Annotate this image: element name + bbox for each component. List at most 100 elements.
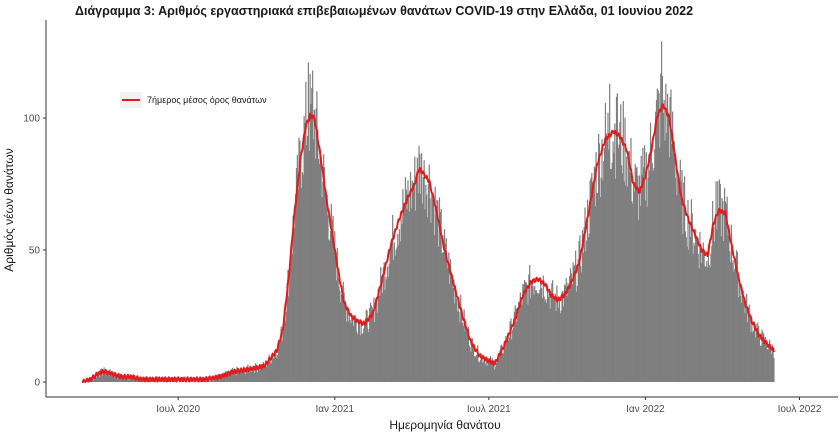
bar (246, 369, 248, 382)
bar (762, 331, 764, 382)
bar (543, 296, 545, 382)
bar (649, 170, 651, 382)
bar (102, 372, 104, 382)
bar (556, 285, 558, 382)
bar (252, 368, 254, 382)
bar (215, 378, 217, 382)
bar (733, 271, 735, 382)
bar (632, 183, 635, 382)
bar (118, 378, 121, 382)
bar (518, 303, 521, 382)
bar (735, 263, 737, 382)
bar (332, 216, 334, 382)
bar (604, 102, 607, 382)
bar (580, 265, 582, 382)
bar (715, 181, 717, 382)
bar (759, 345, 761, 382)
bar (728, 229, 730, 382)
bar (327, 215, 329, 382)
bar (766, 349, 768, 382)
bar (731, 263, 733, 382)
bar (456, 311, 458, 382)
bar (695, 229, 697, 382)
bar (719, 183, 721, 382)
bar (673, 141, 675, 382)
bar (617, 148, 619, 382)
bar (615, 96, 618, 382)
bar (549, 308, 551, 382)
bar (659, 147, 661, 382)
bar (675, 167, 677, 382)
bar (233, 368, 235, 382)
bar (723, 240, 725, 382)
bar (770, 354, 772, 382)
bar (492, 360, 494, 382)
bar (420, 193, 422, 382)
bar (505, 335, 507, 382)
bar (409, 172, 412, 382)
bar (364, 318, 367, 382)
bar (331, 219, 333, 382)
bar (363, 325, 366, 382)
bar (436, 200, 438, 382)
bar (278, 339, 280, 382)
bar (563, 284, 566, 382)
bar (461, 308, 463, 382)
bar (123, 374, 126, 382)
bar (346, 321, 348, 382)
bar (679, 159, 681, 382)
bar (603, 161, 605, 382)
bar (592, 191, 594, 382)
bar (581, 230, 584, 382)
bar (478, 362, 481, 382)
bar (689, 236, 692, 382)
bar (721, 198, 723, 382)
bar (619, 122, 621, 383)
bar (457, 299, 459, 382)
bar (303, 116, 305, 383)
x-tick-label: Ιαν 2021 (315, 404, 354, 415)
bar (426, 217, 429, 382)
bar (668, 157, 670, 382)
bar (703, 250, 705, 382)
bar (661, 75, 664, 382)
bar (642, 147, 644, 382)
bar (538, 293, 540, 382)
bar (254, 372, 256, 382)
bar (276, 358, 278, 382)
bar (370, 305, 372, 382)
bar (671, 143, 673, 382)
bar (639, 205, 641, 382)
bar (739, 281, 741, 382)
bar (506, 339, 509, 382)
bar (503, 342, 505, 382)
bar (263, 365, 265, 382)
bar (450, 272, 452, 382)
bar (431, 192, 433, 382)
bar (421, 203, 424, 382)
bar (437, 200, 439, 382)
bar-series (82, 41, 775, 383)
bar (609, 83, 611, 383)
bar (251, 371, 253, 382)
bar (542, 275, 544, 382)
bar (596, 193, 598, 382)
bar (394, 255, 396, 382)
bar (502, 352, 504, 382)
bar (400, 219, 402, 382)
bar (767, 349, 769, 382)
bar (610, 168, 612, 382)
bar (507, 340, 510, 382)
bar (536, 293, 538, 382)
bar (528, 274, 530, 382)
bar (622, 101, 624, 382)
bar (614, 123, 616, 382)
bar (752, 330, 755, 382)
bar (666, 133, 668, 382)
bar (360, 319, 362, 382)
bar (384, 290, 386, 382)
bar (636, 166, 638, 382)
bar (318, 163, 321, 382)
bar (761, 329, 763, 382)
bar (722, 200, 724, 382)
